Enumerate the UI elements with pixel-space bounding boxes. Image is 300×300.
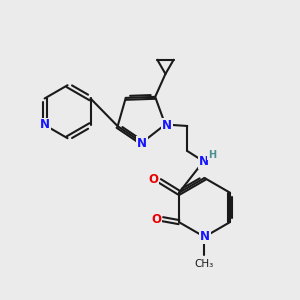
Text: O: O bbox=[151, 213, 161, 226]
Text: O: O bbox=[148, 173, 158, 186]
Text: N: N bbox=[162, 118, 172, 132]
Text: N: N bbox=[40, 118, 50, 131]
Text: N: N bbox=[200, 230, 210, 243]
Text: CH₃: CH₃ bbox=[195, 259, 214, 269]
Text: N: N bbox=[199, 155, 208, 168]
Text: N: N bbox=[137, 137, 147, 150]
Text: H: H bbox=[208, 150, 216, 160]
